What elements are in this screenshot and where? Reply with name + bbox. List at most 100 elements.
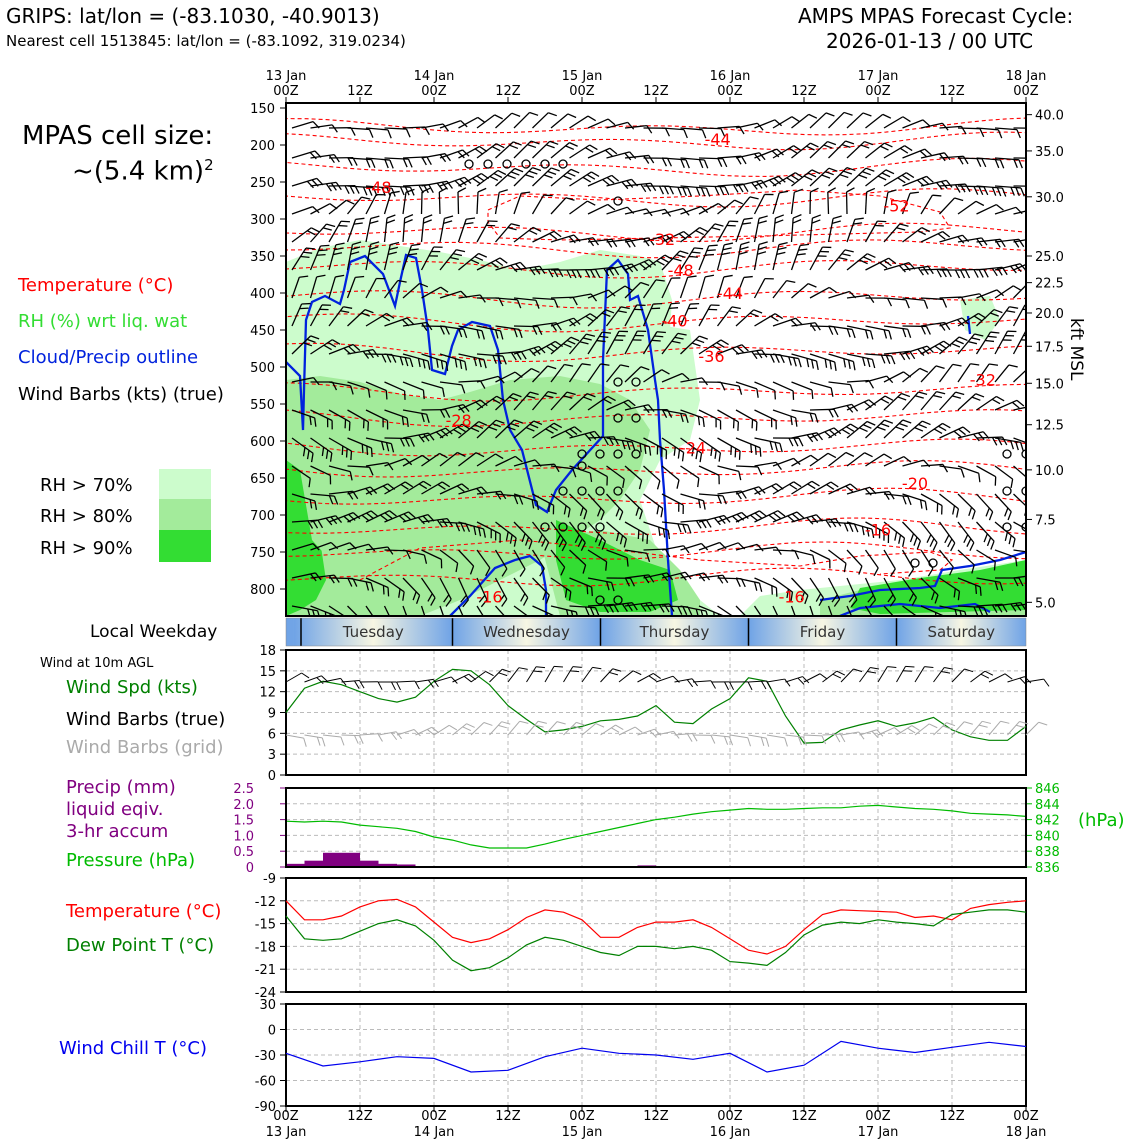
y-tick-label: -9 (263, 872, 276, 887)
wind-barb-flag (426, 156, 432, 166)
wind-barb-flag (598, 537, 603, 547)
wind-barb-shaft (532, 577, 550, 596)
wind-barb-shaft (476, 375, 499, 383)
wind-barb-shaft (828, 381, 851, 386)
wind-barb (402, 454, 431, 467)
weekday-cell (896, 618, 1026, 646)
wind-barb-flag (764, 193, 774, 196)
wind-barb (384, 353, 414, 368)
wind-barb-flag (695, 338, 705, 344)
wind-barb-flag (549, 425, 558, 431)
wind-barb-flag (690, 302, 700, 305)
wind-barb (901, 191, 919, 215)
wind-barb-flag (664, 548, 671, 558)
wind-barb-shaft (976, 157, 1001, 161)
wind-barb-flag (382, 418, 384, 428)
wind-barb (383, 241, 400, 271)
wind-barb-shaft (563, 722, 577, 736)
wind-barb-flag (530, 140, 540, 145)
wind-barb-flag (457, 187, 467, 193)
wind-barb-flag (493, 172, 503, 179)
wind-barb-flag (661, 409, 668, 418)
wind-barb (550, 577, 572, 601)
wind-barb (347, 577, 374, 592)
wind-barb-shaft (285, 734, 304, 739)
wind-barb-flag (1012, 538, 1016, 548)
wind-barb-shaft (748, 734, 767, 739)
wind-barb-shaft (458, 452, 477, 467)
wind-barb-flag (790, 174, 799, 181)
wind-barb-flag (678, 502, 680, 512)
wind-barb-flag (881, 172, 891, 178)
wind-barb-shaft (957, 200, 977, 215)
wind-barb-flag (722, 247, 732, 251)
wind-barb-shaft (384, 549, 407, 552)
wind-barb-flag (796, 511, 805, 519)
wind-barb-shaft (532, 140, 551, 159)
wind-barb-flag (343, 306, 353, 309)
wind-barb-shaft (896, 666, 906, 683)
wind-barb-flag (325, 183, 332, 192)
wind-barb-flag (899, 223, 909, 227)
wind-barb-flag (384, 512, 393, 519)
wind-barb-flag (823, 144, 833, 149)
wind-barb-flag (734, 199, 743, 205)
wind-barb (790, 605, 802, 616)
wind-barb-shaft (883, 393, 902, 411)
wind-barb (495, 455, 523, 467)
wind-barb-shaft (569, 393, 588, 411)
top-date-label: 15 Jan (562, 69, 603, 84)
wind-barb (309, 244, 330, 271)
wind-barb-flag (923, 300, 929, 309)
wind-barb-flag (841, 143, 851, 149)
wind-barb (791, 480, 820, 495)
pressure-tick-label: 700 (250, 509, 275, 524)
wind-barb (291, 227, 320, 243)
wind-barb-flag (877, 175, 887, 181)
wind-barb (328, 605, 352, 616)
wind-barb-shaft (902, 119, 924, 129)
wind-barb-flag (953, 588, 956, 598)
wind-barb-flag (732, 184, 739, 193)
wind-barb-flag (749, 312, 759, 317)
wind-barb-shaft (766, 678, 785, 683)
wind-barb (957, 293, 986, 302)
wind-barb-flag (403, 513, 412, 521)
wind-barb-shaft (994, 127, 1017, 131)
wind-barb-flag (825, 112, 835, 117)
wind-barb (421, 481, 451, 495)
wind-barb-flag (306, 180, 314, 189)
wind-barb-shaft (304, 675, 322, 683)
wind-barb-flag (924, 666, 934, 668)
wind-barb (457, 217, 476, 243)
wind-barb-shaft (1012, 330, 1026, 355)
wind-barb (661, 437, 685, 462)
wind-barb-flag (560, 566, 566, 576)
x-tick-label: 12Z (791, 1109, 817, 1124)
wind-barb (550, 113, 577, 129)
wind-barb (846, 140, 874, 159)
weekday-strip: Tuesday Wednesday Thursday Friday Saturday (285, 617, 1027, 647)
wind-barb-shaft (458, 116, 479, 129)
wind-barb-shaft (994, 306, 1010, 327)
wind-barb-shaft (791, 283, 809, 299)
wind-barb-shaft (951, 721, 965, 736)
wind-barb-flag (460, 594, 467, 603)
x-date-label: 15 Jan (562, 1125, 603, 1140)
wind-barb-flag (567, 508, 571, 518)
y-tick-label: 3 (268, 748, 276, 763)
precip-bar (360, 860, 379, 867)
wind-barb (402, 188, 415, 215)
wind-barb-flag (883, 491, 890, 500)
wind-barb-flag (1018, 159, 1023, 169)
wind-barb-flag (740, 241, 750, 246)
wind-barb-flag (299, 275, 309, 278)
wind-barb (420, 577, 436, 606)
wind-barb (476, 325, 504, 340)
wind-barb (846, 399, 877, 411)
wind-barb-shaft (753, 605, 770, 616)
wind-barb-flag (884, 395, 894, 401)
wind-barb-flag (436, 182, 444, 191)
wind-barb-flag (683, 545, 690, 554)
wind-barb-flag (846, 166, 856, 172)
